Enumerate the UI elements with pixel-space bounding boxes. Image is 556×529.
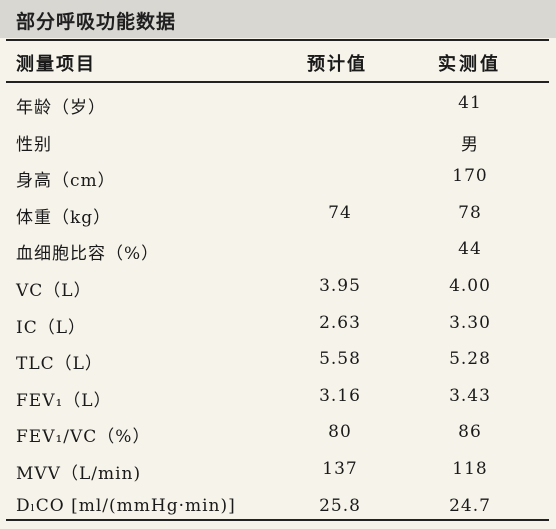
row-measured: 5.28 — [449, 349, 491, 370]
table-row: VC（L） 3.95 4.00 — [0, 269, 556, 306]
header-item: 测量项目 — [16, 54, 96, 75]
row-label: IC（L） — [16, 317, 87, 338]
row-measured: 4.00 — [449, 275, 491, 296]
row-label: 年龄（岁） — [16, 98, 106, 118]
table-row: 年龄（岁） 41 — [0, 86, 556, 123]
row-label: 性别 — [16, 134, 52, 155]
table-row: MVV（L/min) 137 118 — [0, 452, 556, 489]
table-row: FEV₁/VC（%） 80 86 — [0, 415, 556, 452]
row-predicted: 74 — [328, 202, 352, 223]
row-measured: 170 — [452, 166, 488, 187]
table-row: IC（L） 2.63 3.30 — [0, 306, 556, 343]
table-row: 体重（kg） 74 78 — [0, 196, 556, 233]
row-measured: 41 — [458, 93, 482, 113]
row-label: FEV₁（L） — [16, 390, 112, 411]
header-measured: 实测值 — [438, 54, 501, 75]
row-measured: 男 — [461, 134, 479, 155]
table-row: TLC（L） 5.58 5.28 — [0, 342, 556, 379]
table-title: 部分呼吸功能数据 — [16, 11, 177, 33]
row-predicted: 137 — [322, 458, 358, 479]
row-label: VC（L） — [16, 280, 92, 301]
table-row: 性别 男 — [0, 123, 556, 160]
row-measured: 3.43 — [449, 385, 491, 406]
table-row: 血细胞比容（%） 44 — [0, 232, 556, 269]
row-predicted: 5.58 — [319, 349, 361, 370]
row-measured: 24.7 — [449, 495, 491, 516]
top-rule — [6, 39, 549, 41]
row-measured: 118 — [452, 458, 488, 479]
title-bar: 部分呼吸功能数据 — [0, 0, 556, 38]
table-row: FEV₁（L） 3.16 3.43 — [0, 379, 556, 416]
table-header: 测量项目 预计值 实测值 — [0, 41, 556, 81]
row-measured: 44 — [458, 239, 482, 260]
row-label: TLC（L） — [16, 354, 103, 375]
row-predicted: 25.8 — [319, 495, 361, 516]
row-label: 血细胞比容（%） — [16, 244, 160, 265]
row-label: 体重（kg） — [16, 207, 112, 228]
row-label: FEV₁/VC（%） — [16, 427, 151, 448]
row-predicted: 3.95 — [319, 275, 361, 296]
row-label: 身高（cm） — [16, 171, 116, 192]
row-predicted: 3.16 — [319, 385, 361, 406]
header-predicted: 预计值 — [307, 54, 367, 75]
row-predicted: 2.63 — [319, 312, 361, 333]
row-label: MVV（L/min) — [16, 463, 142, 484]
table-row: 身高（cm） 170 — [0, 159, 556, 196]
row-measured: 3.30 — [449, 312, 491, 333]
bottom-rule — [6, 519, 549, 521]
row-measured: 78 — [458, 202, 482, 223]
table-body: 年龄（岁） 41 性别 男 身高（cm） 170 体重（kg） 74 78 血细… — [0, 86, 556, 525]
row-measured: 86 — [458, 422, 482, 443]
row-label: DₗCO [ml/(mmHg·min)] — [16, 495, 236, 516]
table-row: DₗCO [ml/(mmHg·min)] 25.8 24.7 — [0, 489, 556, 526]
row-predicted: 80 — [328, 422, 352, 443]
header-rule — [6, 81, 549, 83]
